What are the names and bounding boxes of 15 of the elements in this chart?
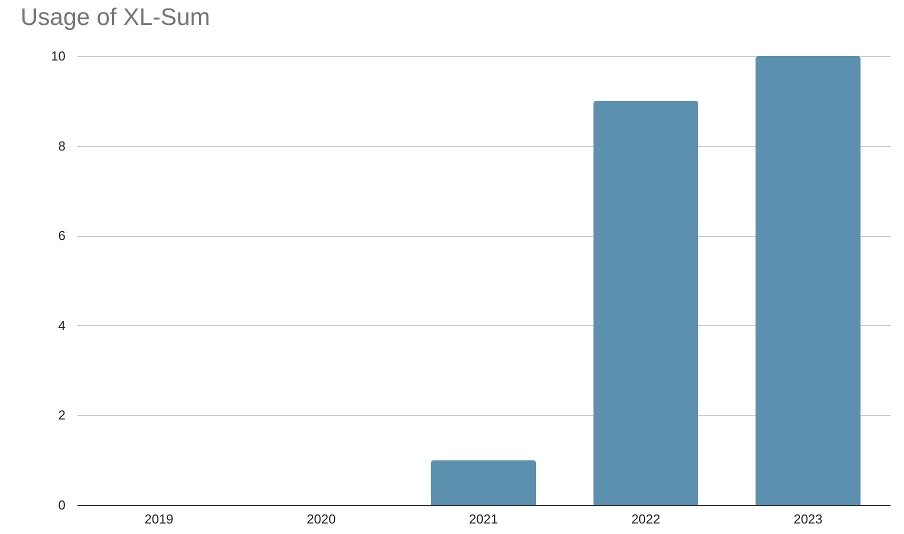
y-tick-label: 6 (58, 228, 66, 244)
x-tick-label: 2022 (631, 512, 660, 526)
y-tick-label: 2 (58, 408, 66, 423)
y-tick-label: 4 (58, 318, 66, 333)
x-tick-label: 2019 (144, 512, 174, 526)
y-tick-label: 10 (51, 48, 66, 64)
bar (756, 56, 861, 505)
y-tick-label: 8 (58, 138, 66, 154)
bar (593, 100, 698, 505)
chart-title: Usage of XL-Sum (20, 4, 210, 31)
x-tick-label: 2020 (306, 512, 336, 526)
y-tick-label: 0 (58, 498, 66, 512)
bar (431, 460, 536, 505)
x-tick-label: 2021 (469, 512, 498, 526)
x-tick-label: 2023 (794, 512, 823, 526)
